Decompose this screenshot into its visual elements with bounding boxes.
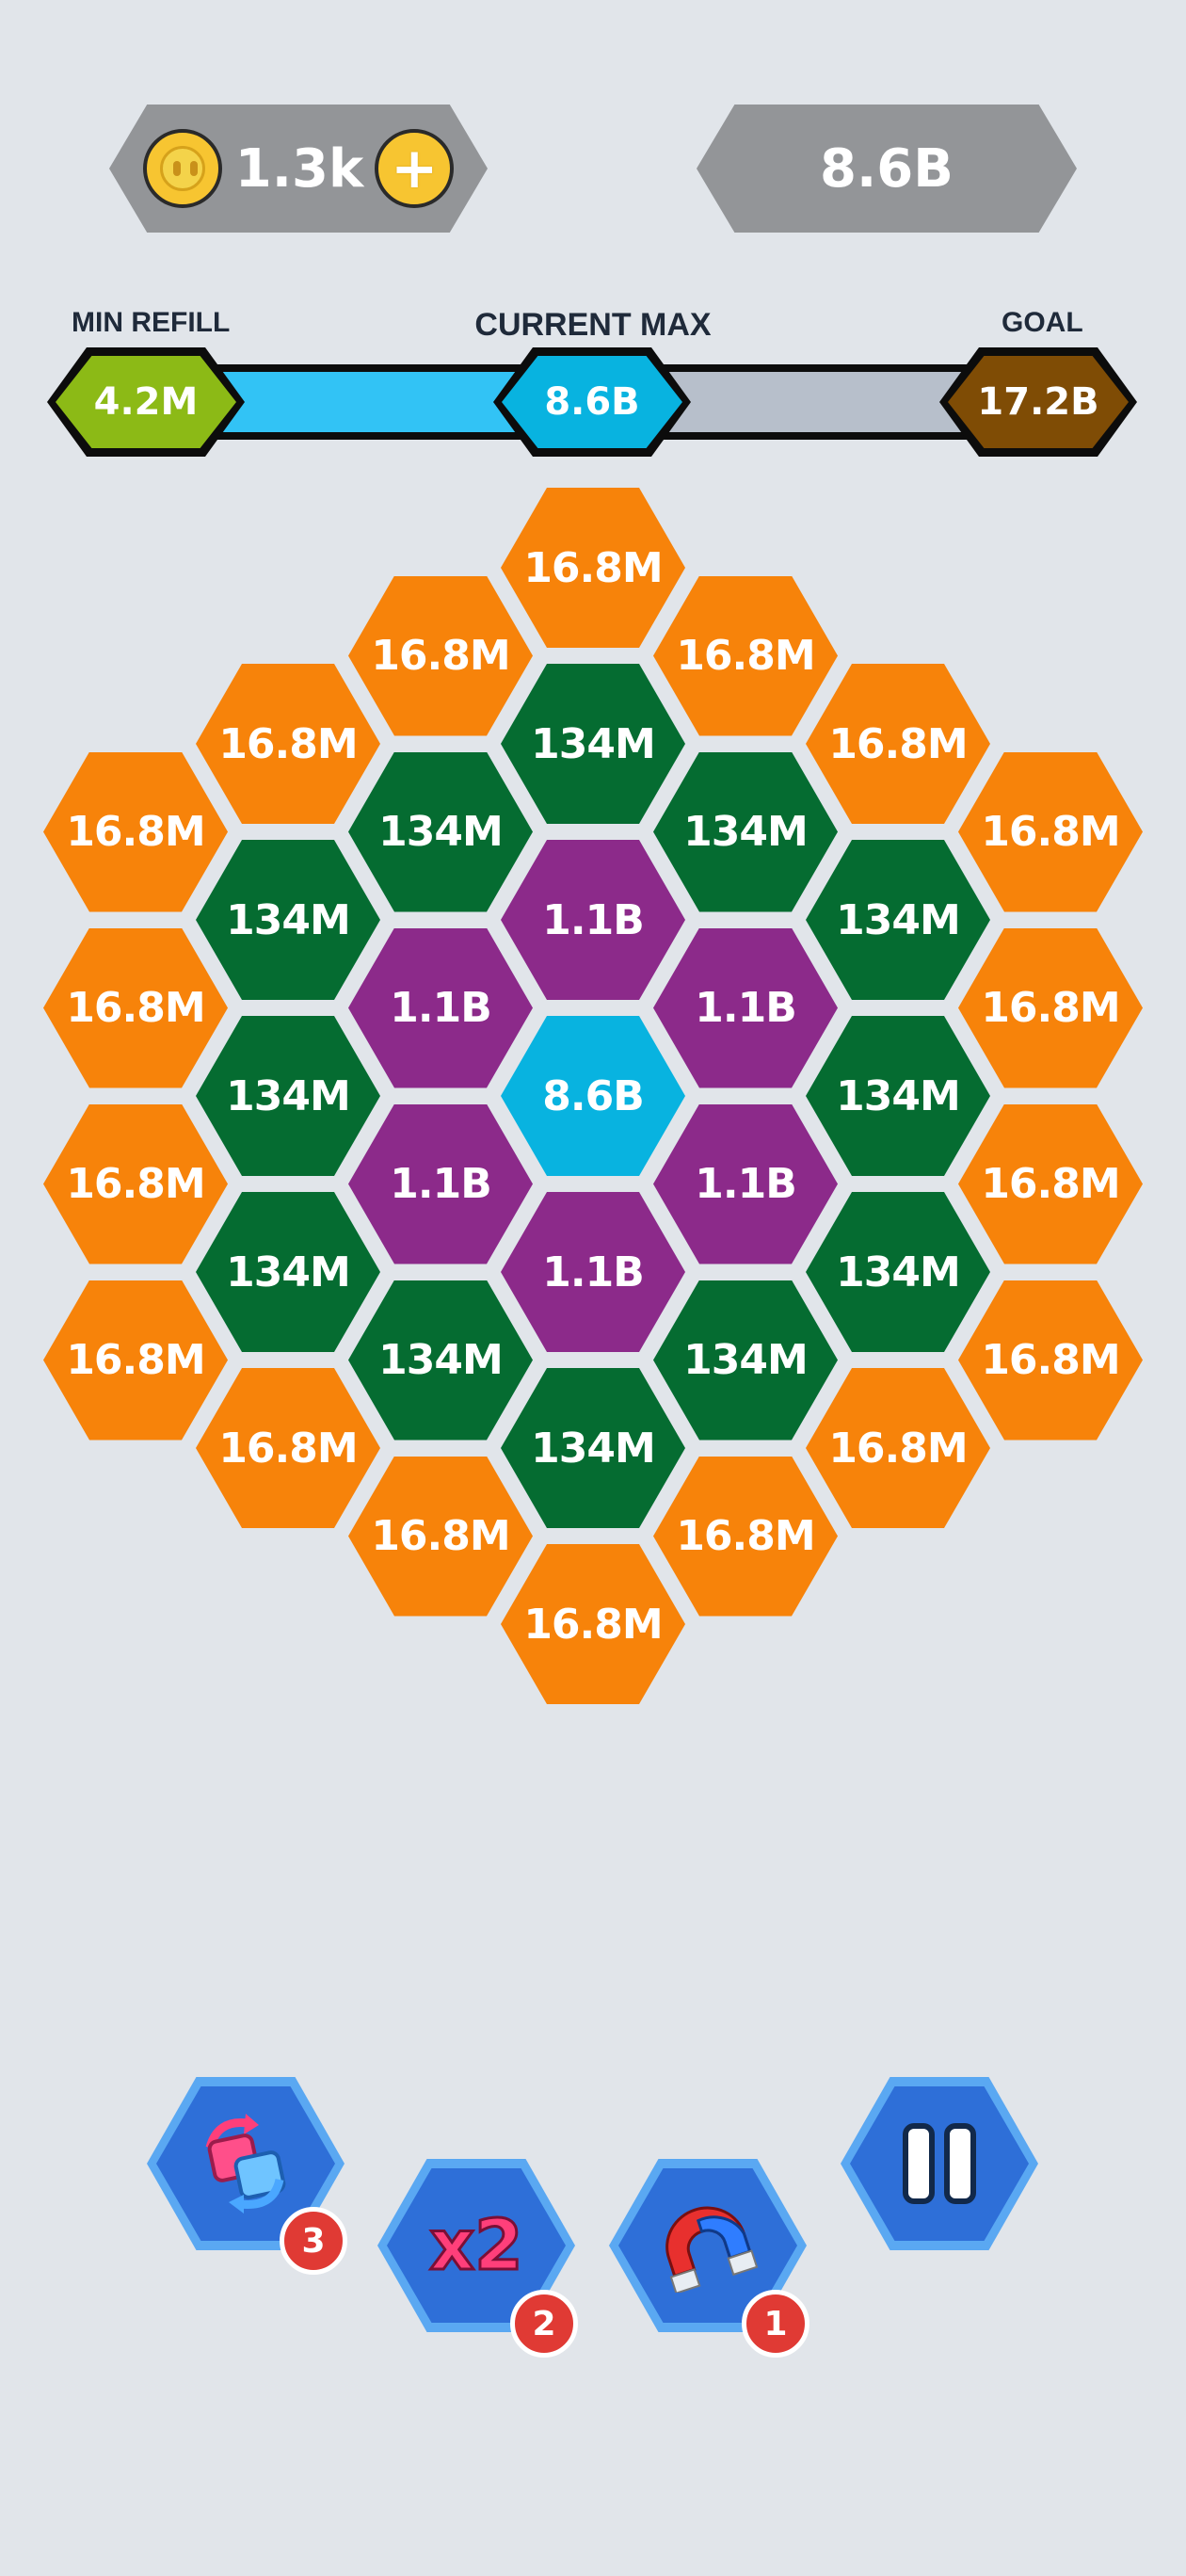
hex-cell[interactable]: 1.1B	[653, 927, 838, 1088]
hex-cell[interactable]: 16.8M	[43, 751, 228, 912]
min-refill-value: 4.2M	[56, 356, 236, 448]
hex-cell[interactable]: 16.8M	[43, 927, 228, 1088]
multiplier-icon: x2	[428, 2204, 524, 2288]
pause-icon	[903, 2123, 976, 2204]
pause-button[interactable]	[841, 2077, 1038, 2250]
hex-cell[interactable]: 16.8M	[958, 1280, 1143, 1441]
hex-cell[interactable]: 8.6B	[501, 1016, 685, 1176]
current-max-badge: 8.6B	[493, 347, 691, 457]
hex-cell[interactable]: 16.8M	[348, 1456, 533, 1617]
hex-cell[interactable]: 134M	[501, 664, 685, 824]
score-value: 8.6B	[820, 137, 954, 200]
hex-cell[interactable]: 1.1B	[348, 1103, 533, 1264]
hex-cell[interactable]: 16.8M	[958, 1103, 1143, 1264]
hex-cell[interactable]: 134M	[806, 1016, 990, 1176]
hex-cell[interactable]: 134M	[501, 1368, 685, 1528]
current-max-label: CURRENT MAX	[474, 307, 712, 343]
hex-cell[interactable]: 134M	[653, 751, 838, 912]
score-display: 8.6B	[697, 105, 1077, 233]
hex-cell[interactable]: 16.8M	[958, 927, 1143, 1088]
hex-cell[interactable]: 16.8M	[653, 575, 838, 736]
swap-count-badge: 3	[280, 2207, 347, 2275]
hex-cell[interactable]: 134M	[806, 840, 990, 1000]
hex-cell[interactable]: 134M	[348, 751, 533, 912]
coin-counter: 1.3k +	[109, 105, 488, 233]
hex-cell[interactable]: 16.8M	[43, 1280, 228, 1441]
hex-cell[interactable]: 134M	[196, 1192, 380, 1352]
hex-cell[interactable]: 134M	[196, 1016, 380, 1176]
double-count-badge: 2	[510, 2290, 578, 2358]
coin-amount: 1.3k	[234, 137, 364, 200]
add-coins-button[interactable]: +	[375, 129, 455, 208]
hex-cell[interactable]: 16.8M	[348, 575, 533, 736]
hex-cell[interactable]: 134M	[653, 1280, 838, 1441]
current-max-value: 8.6B	[502, 356, 682, 448]
hex-cell[interactable]: 1.1B	[348, 927, 533, 1088]
magnet-count-badge: 1	[742, 2290, 809, 2358]
hex-cell[interactable]: 16.8M	[806, 664, 990, 824]
hex-cell[interactable]: 16.8M	[653, 1456, 838, 1617]
magnet-icon	[665, 2206, 759, 2293]
hex-cell[interactable]: 1.1B	[501, 1192, 685, 1352]
hex-cell[interactable]: 16.8M	[196, 664, 380, 824]
hex-cell[interactable]: 16.8M	[501, 488, 685, 648]
hex-cell[interactable]: 1.1B	[653, 1103, 838, 1264]
coin-icon	[142, 129, 222, 208]
hex-cell[interactable]: 134M	[806, 1192, 990, 1352]
double-booster-button[interactable]: x2	[377, 2159, 575, 2332]
goal-badge: 17.2B	[939, 347, 1137, 457]
hex-cell[interactable]: 16.8M	[806, 1368, 990, 1528]
swap-icon	[205, 2114, 286, 2214]
goal-value: 17.2B	[948, 356, 1129, 448]
goal-label: GOAL	[1002, 307, 1083, 338]
hex-cell[interactable]: 16.8M	[196, 1368, 380, 1528]
hex-cell[interactable]: 134M	[196, 840, 380, 1000]
hex-cell[interactable]: 134M	[348, 1280, 533, 1441]
min-refill-badge: 4.2M	[47, 347, 245, 457]
hex-cell[interactable]: 1.1B	[501, 840, 685, 1000]
min-refill-label: MIN REFILL	[72, 307, 231, 338]
plus-icon: +	[391, 136, 439, 201]
hex-cell[interactable]: 16.8M	[43, 1103, 228, 1264]
hex-cell[interactable]: 16.8M	[501, 1544, 685, 1704]
hex-cell[interactable]: 16.8M	[958, 751, 1143, 912]
